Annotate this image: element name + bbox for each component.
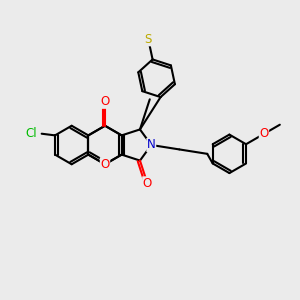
Text: O: O	[100, 95, 109, 108]
Text: O: O	[143, 177, 152, 190]
Text: Cl: Cl	[25, 127, 37, 140]
Text: O: O	[100, 158, 109, 171]
Text: O: O	[259, 128, 268, 140]
Text: S: S	[145, 33, 152, 46]
Text: N: N	[147, 139, 156, 152]
